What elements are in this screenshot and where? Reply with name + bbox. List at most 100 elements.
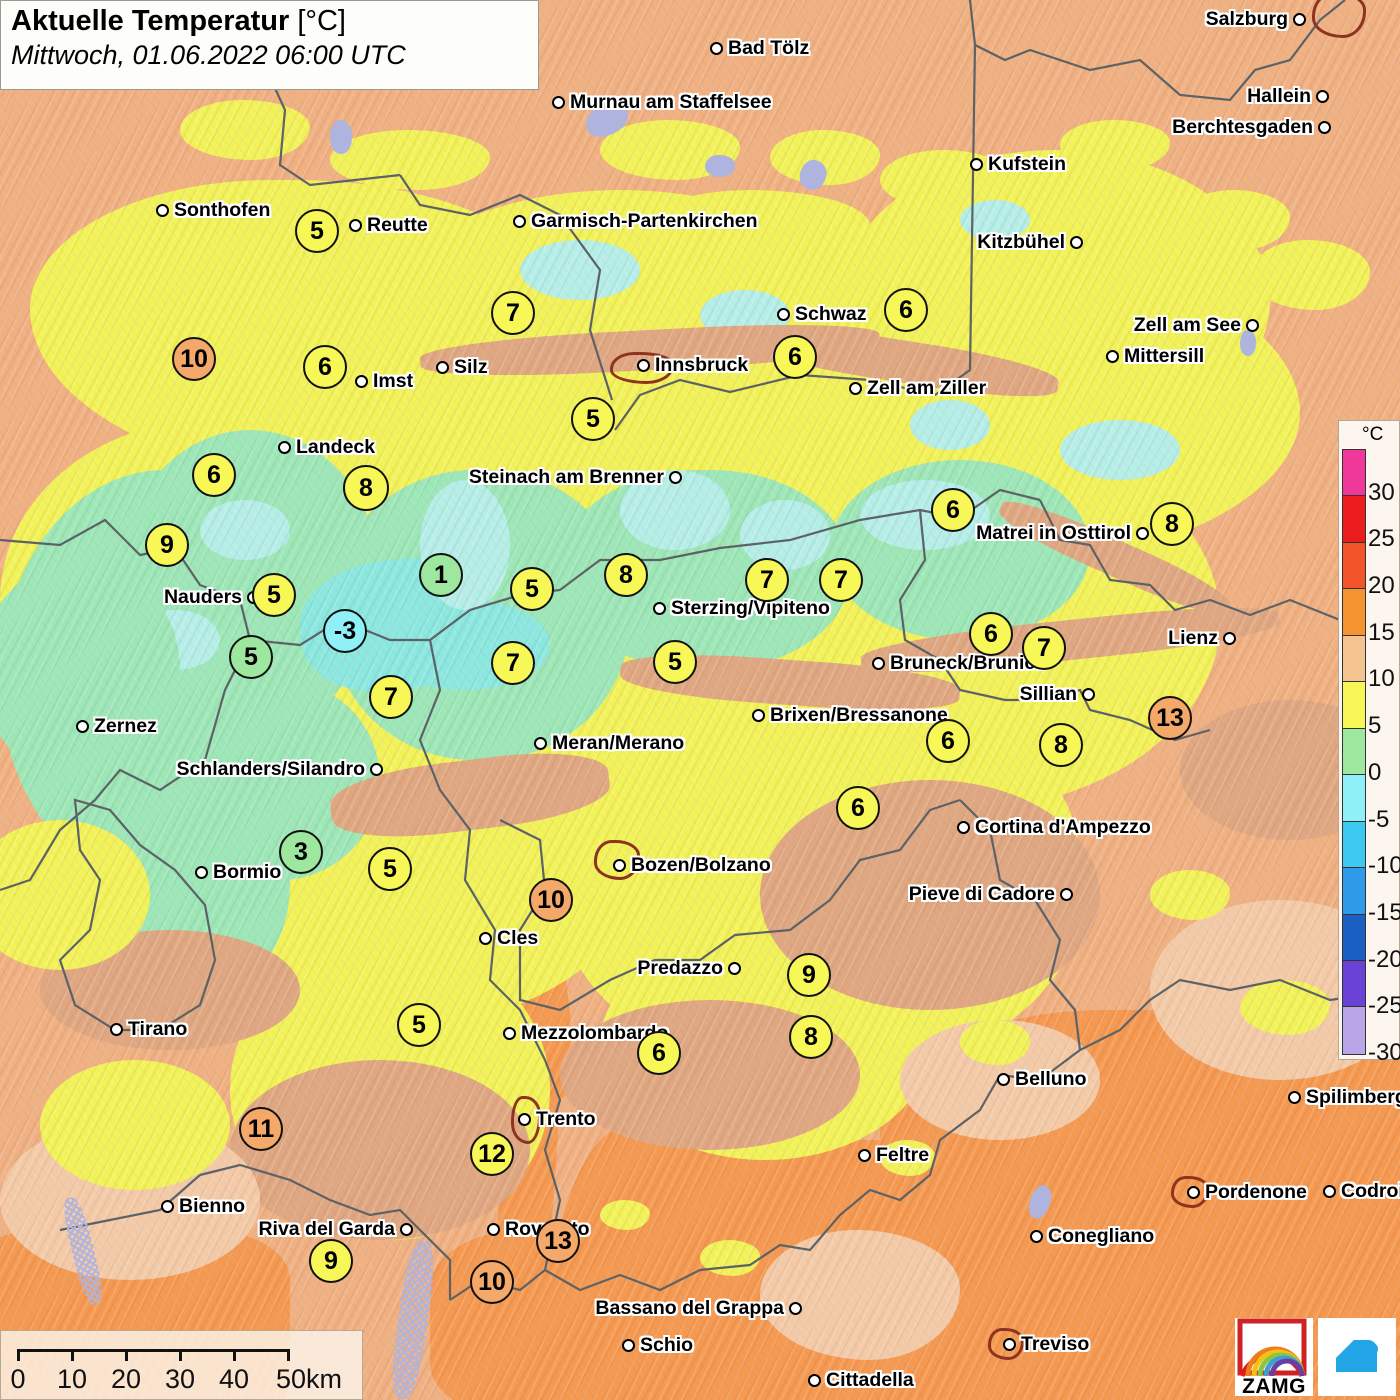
city-marker[interactable]: Garmisch-Partenkirchen bbox=[513, 210, 758, 233]
temperature-station-marker[interactable]: 6 bbox=[836, 786, 880, 830]
city-marker[interactable]: Steinach am Brenner bbox=[469, 466, 682, 489]
city-marker[interactable]: Bormio bbox=[195, 861, 281, 884]
temperature-station-marker[interactable]: 9 bbox=[145, 523, 189, 567]
scale-bar-label: 10 bbox=[56, 1364, 88, 1394]
city-marker[interactable]: Mezzolombardo bbox=[503, 1022, 668, 1045]
city-marker[interactable]: Schwaz bbox=[777, 303, 867, 326]
city-marker[interactable]: Zell am See bbox=[1134, 314, 1259, 337]
city-marker[interactable]: Kufstein bbox=[970, 153, 1066, 176]
temperature-station-marker[interactable]: 8 bbox=[789, 1015, 833, 1059]
city-marker[interactable]: Bassano del Grappa bbox=[595, 1297, 802, 1320]
temperature-station-marker[interactable]: 5 bbox=[368, 847, 412, 891]
city-marker[interactable]: Salzburg bbox=[1206, 8, 1306, 31]
city-marker[interactable]: Bad Tölz bbox=[710, 37, 809, 60]
temperature-station-marker[interactable]: 11 bbox=[239, 1107, 283, 1151]
temperature-station-marker[interactable]: 5 bbox=[653, 640, 697, 684]
city-marker[interactable]: Belluno bbox=[997, 1068, 1087, 1091]
city-marker[interactable]: Imst bbox=[355, 370, 413, 393]
temperature-station-marker[interactable]: 10 bbox=[172, 337, 216, 381]
temperature-station-marker[interactable]: 6 bbox=[884, 288, 928, 332]
temperature-station-marker[interactable]: 13 bbox=[536, 1219, 580, 1263]
city-marker[interactable]: Predazzo bbox=[637, 957, 741, 980]
temperature-station-marker[interactable]: 13 bbox=[1148, 696, 1192, 740]
temperature-station-marker[interactable]: 7 bbox=[745, 558, 789, 602]
temperature-station-marker[interactable]: 7 bbox=[819, 558, 863, 602]
city-marker[interactable]: Sterzing/Vipiteno bbox=[653, 597, 830, 620]
city-label: Bassano del Grappa bbox=[595, 1297, 784, 1319]
city-marker[interactable]: Riva del Garda bbox=[258, 1218, 413, 1241]
city-marker[interactable]: Landeck bbox=[278, 436, 375, 459]
temperature-station-marker[interactable]: 8 bbox=[1039, 723, 1083, 767]
temperature-station-marker[interactable]: 7 bbox=[491, 291, 535, 335]
city-marker[interactable]: Bozen/Bolzano bbox=[613, 854, 771, 877]
city-marker[interactable]: Sonthofen bbox=[156, 199, 270, 222]
temperature-station-marker[interactable]: 8 bbox=[604, 553, 648, 597]
city-marker[interactable]: Bienno bbox=[161, 1195, 245, 1218]
city-marker[interactable]: Pieve di Cadore bbox=[909, 883, 1073, 906]
city-marker[interactable]: Sillian bbox=[1020, 683, 1095, 706]
city-marker[interactable]: Conegliano bbox=[1030, 1225, 1154, 1248]
city-marker[interactable]: Tirano bbox=[110, 1018, 187, 1041]
city-marker[interactable]: Schlanders/Silandro bbox=[176, 758, 383, 781]
city-marker[interactable]: Feltre bbox=[858, 1144, 929, 1167]
city-marker[interactable]: Hallein bbox=[1247, 85, 1329, 108]
temperature-station-marker[interactable]: 5 bbox=[571, 397, 615, 441]
temperature-station-marker[interactable]: 7 bbox=[491, 641, 535, 685]
city-marker[interactable]: Brixen/Bressanone bbox=[752, 704, 948, 727]
temperature-station-marker[interactable]: 1 bbox=[419, 553, 463, 597]
urban-area-outline bbox=[610, 352, 674, 384]
city-marker[interactable]: Cles bbox=[479, 927, 538, 950]
temperature-station-marker[interactable]: 5 bbox=[295, 209, 339, 253]
temperature-station-marker[interactable]: 6 bbox=[637, 1031, 681, 1075]
temperature-station-marker[interactable]: 8 bbox=[1150, 502, 1194, 546]
color-legend-unit: °C bbox=[1362, 424, 1384, 445]
city-marker[interactable]: Mittersill bbox=[1106, 345, 1204, 368]
city-marker[interactable]: Matrei in Osttirol bbox=[976, 522, 1149, 545]
city-marker[interactable]: Pordenone bbox=[1187, 1181, 1307, 1204]
city-marker[interactable]: Nauders bbox=[164, 586, 260, 609]
city-marker[interactable]: Trento bbox=[518, 1108, 596, 1131]
temperature-station-marker[interactable]: 5 bbox=[397, 1003, 441, 1047]
temperature-station-marker[interactable]: 6 bbox=[773, 335, 817, 379]
temperature-station-marker[interactable]: 5 bbox=[229, 635, 273, 679]
city-label: Silz bbox=[454, 356, 488, 378]
temperature-station-marker[interactable]: -3 bbox=[323, 609, 367, 653]
city-marker[interactable]: Silz bbox=[436, 356, 488, 379]
temperature-station-marker[interactable]: 7 bbox=[369, 675, 413, 719]
city-marker[interactable]: Cortina d'Ampezzo bbox=[957, 816, 1151, 839]
temperature-station-marker[interactable]: 7 bbox=[1022, 626, 1066, 670]
temperature-station-marker[interactable]: 8 bbox=[343, 465, 389, 511]
temperature-station-marker[interactable]: 9 bbox=[787, 953, 831, 997]
city-marker[interactable]: Schio bbox=[622, 1334, 693, 1357]
geosphere-logo[interactable] bbox=[1318, 1318, 1396, 1396]
temperature-station-marker[interactable]: 3 bbox=[279, 830, 323, 874]
temperature-station-marker[interactable]: 5 bbox=[510, 567, 554, 611]
city-marker[interactable]: Zernez bbox=[76, 715, 157, 738]
city-marker[interactable]: Murnau am Staffelsee bbox=[552, 91, 772, 114]
city-marker[interactable]: Spilimbergo bbox=[1288, 1086, 1400, 1109]
temperature-station-marker[interactable]: 10 bbox=[529, 878, 573, 922]
city-marker[interactable]: Bruneck/Brunico bbox=[872, 652, 1047, 675]
temperature-station-marker[interactable]: 5 bbox=[252, 573, 296, 617]
temperature-station-marker[interactable]: 6 bbox=[926, 719, 970, 763]
temperature-station-marker[interactable]: 12 bbox=[470, 1132, 514, 1176]
city-marker[interactable]: Reutte bbox=[349, 214, 428, 237]
zamg-logo[interactable]: ZAMG bbox=[1235, 1318, 1313, 1396]
city-marker[interactable]: Codroipo bbox=[1323, 1180, 1400, 1203]
temperature-station-marker[interactable]: 9 bbox=[309, 1239, 353, 1283]
city-dot-icon bbox=[161, 1200, 174, 1213]
city-marker[interactable]: Berchtesgaden bbox=[1172, 116, 1331, 139]
city-marker[interactable]: Cittadella bbox=[808, 1369, 914, 1392]
temperature-station-marker[interactable]: 6 bbox=[969, 612, 1013, 656]
city-marker[interactable]: Zell am Ziller bbox=[849, 377, 986, 400]
temperature-station-marker[interactable]: 6 bbox=[931, 488, 975, 532]
city-marker[interactable]: Lienz bbox=[1168, 627, 1236, 650]
city-marker[interactable]: Treviso bbox=[1003, 1333, 1089, 1356]
city-marker[interactable]: Kitzbühel bbox=[977, 231, 1083, 254]
temperature-station-marker[interactable]: 6 bbox=[303, 345, 347, 389]
city-marker[interactable]: Innsbruck bbox=[637, 354, 748, 377]
temperature-station-marker[interactable]: 10 bbox=[470, 1260, 514, 1304]
city-dot-icon bbox=[637, 359, 650, 372]
city-marker[interactable]: Meran/Merano bbox=[534, 732, 684, 755]
temperature-station-marker[interactable]: 6 bbox=[192, 453, 236, 497]
